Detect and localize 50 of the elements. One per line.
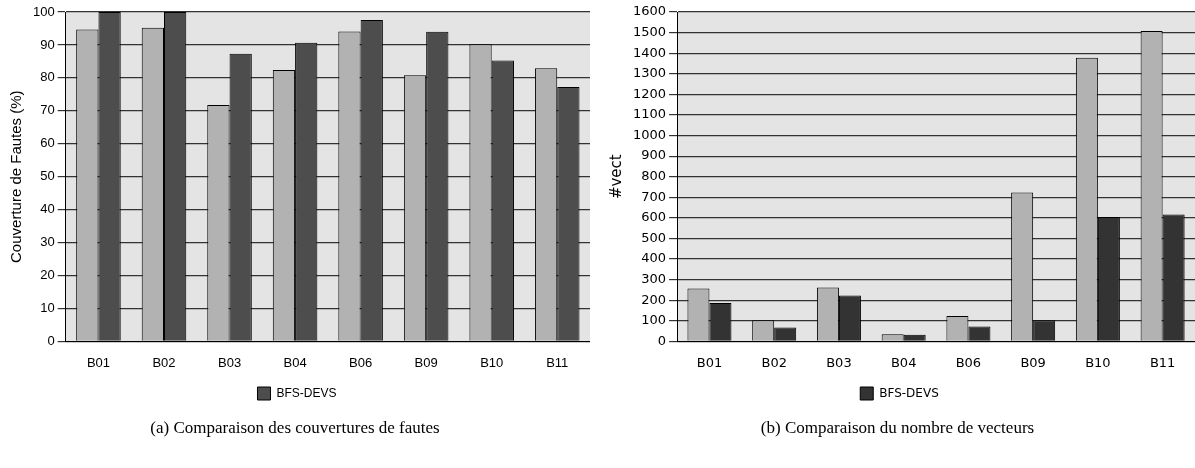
y-tick-label: 10: [40, 300, 55, 316]
y-axis-title: #vect: [606, 154, 625, 200]
text: (a) Comparaison des couvertures de fautes: [149, 418, 441, 438]
y-tick-label: 600: [641, 209, 667, 225]
y-tick-label: 1600: [632, 3, 667, 19]
x-tick-label: B04: [283, 354, 307, 370]
y-tick-label: 500: [641, 229, 667, 245]
x-tick-label: B10: [480, 354, 504, 370]
y-tick-label: 40: [40, 201, 55, 217]
y-axis-title: Couverture de Fautes (%): [7, 90, 25, 263]
y-tick-label: 80: [40, 69, 55, 85]
y-tick-label: 300: [641, 271, 667, 287]
x-tick-label: B10: [1085, 354, 1111, 370]
x-tick-label: B02: [152, 354, 176, 370]
x-tick-label: B06: [349, 354, 373, 370]
y-tick-label: 900: [641, 147, 667, 163]
legend-label: BFS-DEVS: [276, 385, 337, 400]
y-tick-label: 90: [40, 36, 55, 52]
y-tick-label: 60: [40, 135, 55, 151]
y-tick-label: 1100: [632, 106, 667, 122]
y-tick-label: 1300: [632, 65, 667, 81]
y-tick-label: 30: [40, 234, 55, 250]
x-tick-label: B04: [890, 354, 917, 370]
x-tick-label: B01: [86, 354, 111, 370]
y-tick-label: 400: [641, 250, 667, 266]
x-tick-label: B09: [414, 354, 438, 370]
y-tick-label: 1500: [632, 23, 667, 39]
x-tick-label: B06: [955, 354, 982, 370]
x-tick-label: B03: [217, 354, 242, 370]
x-tick-label: B11: [546, 354, 569, 370]
y-tick-label: 0: [47, 332, 55, 348]
y-tick-label: 100: [641, 312, 667, 328]
x-tick-label: B09: [1020, 354, 1046, 370]
y-tick-label: 0: [657, 332, 667, 348]
x-tick-label: B01: [696, 354, 723, 370]
y-tick-label: 200: [641, 291, 667, 307]
y-tick-label: 1000: [632, 126, 667, 142]
y-tick-label: 100: [32, 3, 55, 19]
x-tick-label: B02: [761, 354, 787, 370]
y-tick-label: 1400: [632, 44, 667, 60]
text: (b) Comparaison du nombre de vecteurs: [759, 418, 1036, 438]
legend-label: BFS-DEVS: [879, 385, 939, 400]
y-tick-label: 20: [40, 267, 55, 283]
y-tick-label: 700: [641, 188, 667, 204]
y-tick-label: 1200: [632, 85, 667, 101]
x-tick-label: B03: [826, 354, 852, 370]
y-tick-label: 70: [40, 102, 55, 118]
y-tick-label: 50: [40, 168, 55, 184]
x-tick-label: B11: [1149, 354, 1176, 370]
y-tick-label: 800: [641, 168, 667, 184]
